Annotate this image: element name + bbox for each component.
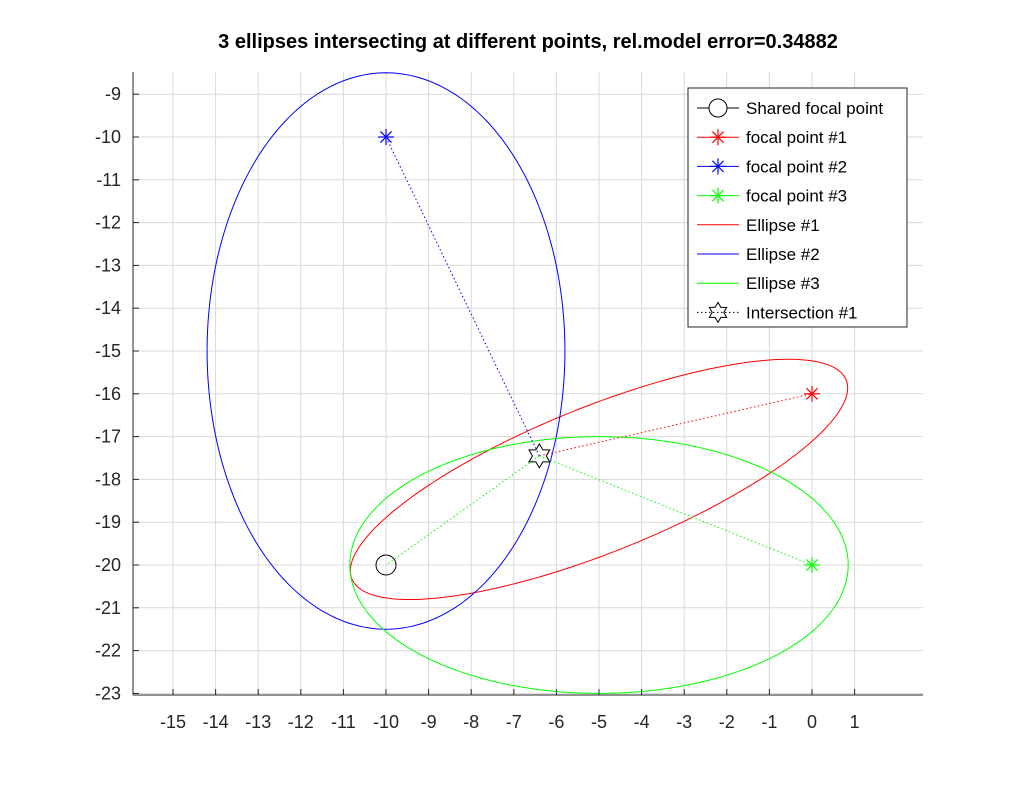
legend-label: Ellipse #1	[746, 216, 820, 235]
y-tick-label: -13	[95, 255, 121, 275]
x-tick-label: -2	[719, 712, 735, 732]
marker-stroke	[711, 160, 725, 173]
legend-marker	[710, 129, 726, 146]
ellipse-2	[206, 72, 566, 630]
ellipse-3	[349, 436, 849, 694]
legend-marker	[708, 301, 728, 324]
legend: Shared focal point focal point #1 focal po…	[687, 87, 908, 328]
x-tick-label: -1	[761, 712, 777, 732]
plot-area	[206, 72, 849, 694]
legend-entry: Shared focal point	[697, 98, 883, 118]
legend-label: focal point #3	[746, 187, 847, 206]
x-tick-label: -13	[245, 712, 271, 732]
marker-stroke	[805, 387, 819, 400]
legend-box	[687, 87, 908, 328]
x-tick-label: -6	[548, 712, 564, 732]
legend-label: Ellipse #3	[746, 274, 820, 293]
connector-line	[385, 455, 540, 566]
axes: -15 -14 -13 -12 -11 -10 -9 -8 -7 -6 -5 -4 -3 -2 -1 0 1-9…	[95, 72, 923, 732]
shared-focal-point-marker	[375, 554, 397, 576]
legend-entry: focal point #2	[697, 157, 847, 176]
marker-stroke	[711, 189, 725, 202]
y-tick-label: -9	[105, 84, 121, 104]
y-tick-label: -15	[95, 341, 121, 361]
focal-point-2-marker	[378, 129, 394, 145]
y-tick-label: -11	[96, 170, 121, 190]
legend-label: Ellipse #2	[746, 245, 820, 264]
chart-title: 3 ellipses intersecting at different poi…	[218, 31, 838, 53]
legend-label: Shared focal point	[746, 99, 883, 118]
y-tick-label: -10	[95, 127, 121, 147]
intersection-marker	[528, 442, 551, 469]
legend-label: Intersection #1	[746, 303, 858, 322]
x-tick-label: 1	[850, 712, 860, 732]
marker-stroke	[711, 131, 725, 144]
marker-stroke	[805, 558, 819, 572]
legend-marker	[710, 158, 726, 175]
y-tick-label: -19	[95, 512, 121, 532]
x-tick-label: -8	[463, 712, 479, 732]
connector-line	[539, 393, 813, 457]
legend-entry: focal point #1	[697, 128, 847, 147]
x-tick-label: -12	[288, 712, 314, 732]
legend-label: focal point #2	[746, 157, 847, 176]
y-tick-label: -17	[95, 427, 121, 447]
x-tick-label: -7	[506, 712, 522, 732]
y-tick-label: -14	[95, 298, 121, 318]
legend-marker	[710, 187, 726, 204]
focal-point-1-marker	[804, 385, 820, 402]
y-tick-label: -22	[95, 641, 121, 661]
x-tick-label: -4	[634, 712, 650, 732]
legend-entry: Ellipse #2	[697, 245, 820, 264]
marker-stroke	[379, 130, 393, 144]
x-tick-label: -5	[591, 712, 607, 732]
legend-entry: Intersection #1	[697, 301, 858, 324]
connector-line	[539, 455, 813, 566]
y-tick-label: -21	[95, 598, 121, 618]
x-tick-label: -10	[373, 712, 399, 732]
y-tick-label: -23	[95, 683, 121, 703]
legend-entry: focal point #3	[697, 187, 847, 206]
y-tick-label: -20	[95, 555, 121, 575]
legend-marker	[708, 98, 728, 118]
legend-entry: Ellipse #3	[697, 274, 820, 293]
connector-line	[385, 136, 540, 457]
y-tick-label: -18	[95, 469, 121, 489]
x-tick-label: 0	[807, 712, 817, 732]
x-tick-label: -15	[160, 712, 186, 732]
x-tick-label: -11	[331, 712, 356, 732]
x-tick-label: -3	[676, 712, 692, 732]
ellipse-1	[349, 358, 849, 601]
y-tick-label: -16	[95, 384, 121, 404]
legend-entry: Ellipse #1	[697, 216, 820, 235]
legend-label: focal point #1	[746, 128, 847, 147]
x-tick-label: -9	[421, 712, 437, 732]
y-tick-label: -12	[95, 213, 121, 233]
x-tick-label: -14	[203, 712, 229, 732]
focal-point-3-marker	[804, 557, 820, 573]
